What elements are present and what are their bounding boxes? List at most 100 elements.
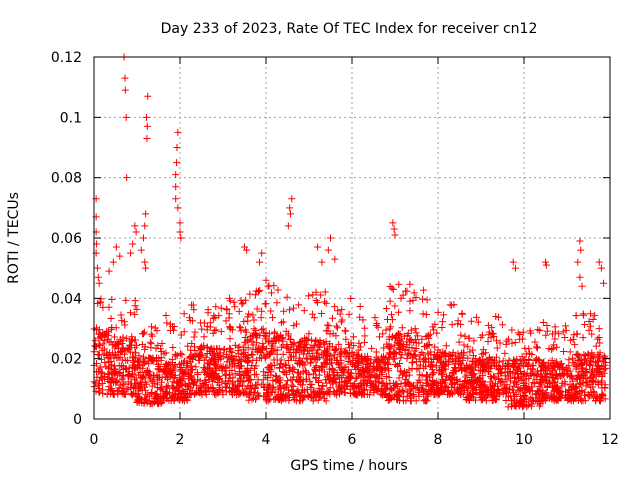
data-point: [231, 370, 239, 378]
data-point: [305, 330, 313, 338]
data-point: [93, 373, 101, 381]
data-point: [244, 344, 252, 352]
data-point: [490, 361, 498, 369]
data-point: [506, 377, 514, 385]
data-point: [301, 344, 309, 352]
data-point: [133, 305, 141, 313]
data-point: [418, 335, 426, 343]
data-point: [414, 332, 422, 340]
data-point: [427, 348, 435, 356]
data-point: [323, 351, 331, 359]
data-point: [308, 380, 316, 388]
data-point: [151, 324, 159, 332]
data-point: [515, 373, 523, 381]
data-point: [140, 372, 148, 380]
data-point: [104, 331, 112, 339]
data-point: [385, 367, 393, 375]
data-point: [190, 306, 198, 314]
data-point: [117, 348, 125, 356]
data-point: [283, 344, 291, 352]
data-point: [200, 386, 208, 394]
data-point: [169, 344, 177, 352]
data-point: [513, 356, 521, 364]
data-point: [96, 388, 104, 396]
data-point: [378, 379, 386, 387]
data-point: [196, 377, 204, 385]
data-point: [486, 391, 494, 399]
data-point: [103, 351, 111, 359]
data-point: [176, 379, 184, 387]
data-point: [235, 307, 243, 315]
data-point: [548, 330, 556, 338]
data-point: [412, 329, 420, 337]
data-point: [421, 343, 429, 351]
data-point: [432, 362, 440, 370]
y-tick-label: 0.1: [60, 110, 82, 126]
data-point: [256, 354, 264, 362]
data-point: [388, 386, 396, 394]
x-tick-label: 6: [348, 432, 357, 448]
data-point: [226, 294, 234, 302]
data-point: [162, 388, 170, 396]
data-point: [271, 328, 279, 336]
data-point: [342, 327, 350, 335]
data-point: [499, 357, 507, 365]
data-point: [139, 330, 147, 338]
data-point: [127, 373, 135, 381]
data-point: [220, 345, 228, 353]
data-point: [508, 326, 516, 334]
data-point: [460, 349, 468, 357]
data-point: [286, 306, 294, 314]
data-point: [266, 349, 274, 357]
data-point: [249, 351, 257, 359]
data-point: [487, 373, 495, 381]
data-point: [474, 318, 482, 326]
data-point: [103, 390, 111, 398]
data-point: [391, 349, 399, 357]
data-point: [465, 362, 473, 370]
data-point: [170, 322, 178, 330]
data-point: [426, 387, 434, 395]
data-point: [425, 341, 433, 349]
data-point: [372, 382, 380, 390]
data-point: [268, 388, 276, 396]
data-point: [112, 378, 120, 386]
data-point: [461, 332, 469, 340]
data-point: [490, 332, 498, 340]
data-point: [335, 340, 343, 348]
y-tick-label: 0.02: [51, 352, 82, 368]
data-point: [211, 326, 219, 334]
data-point: [211, 349, 219, 357]
data-point: [316, 390, 324, 398]
data-point: [345, 344, 353, 352]
data-point: [158, 378, 166, 386]
data-point: [192, 363, 200, 371]
data-point: [100, 345, 108, 353]
data-point: [138, 380, 146, 388]
data-point: [380, 344, 388, 352]
data-point: [279, 368, 287, 376]
data-point: [297, 393, 305, 401]
data-point: [567, 336, 575, 344]
data-point: [485, 331, 493, 339]
data-point: [202, 379, 210, 387]
data-point: [449, 348, 457, 356]
data-point: [151, 390, 159, 398]
data-point: [349, 389, 357, 397]
data-point: [344, 357, 352, 365]
data-point: [431, 391, 439, 399]
x-tick-label: 10: [515, 432, 533, 448]
data-point: [531, 338, 539, 346]
data-point: [511, 368, 519, 376]
data-point: [430, 381, 438, 389]
data-point: [499, 321, 507, 329]
data-point: [135, 384, 143, 392]
data-point: [326, 384, 334, 392]
data-point: [395, 308, 403, 316]
data-point: [502, 340, 510, 348]
data-point: [134, 396, 142, 404]
data-point: [245, 310, 253, 318]
data-point: [118, 374, 126, 382]
data-point: [312, 288, 320, 296]
data-point: [205, 387, 213, 395]
